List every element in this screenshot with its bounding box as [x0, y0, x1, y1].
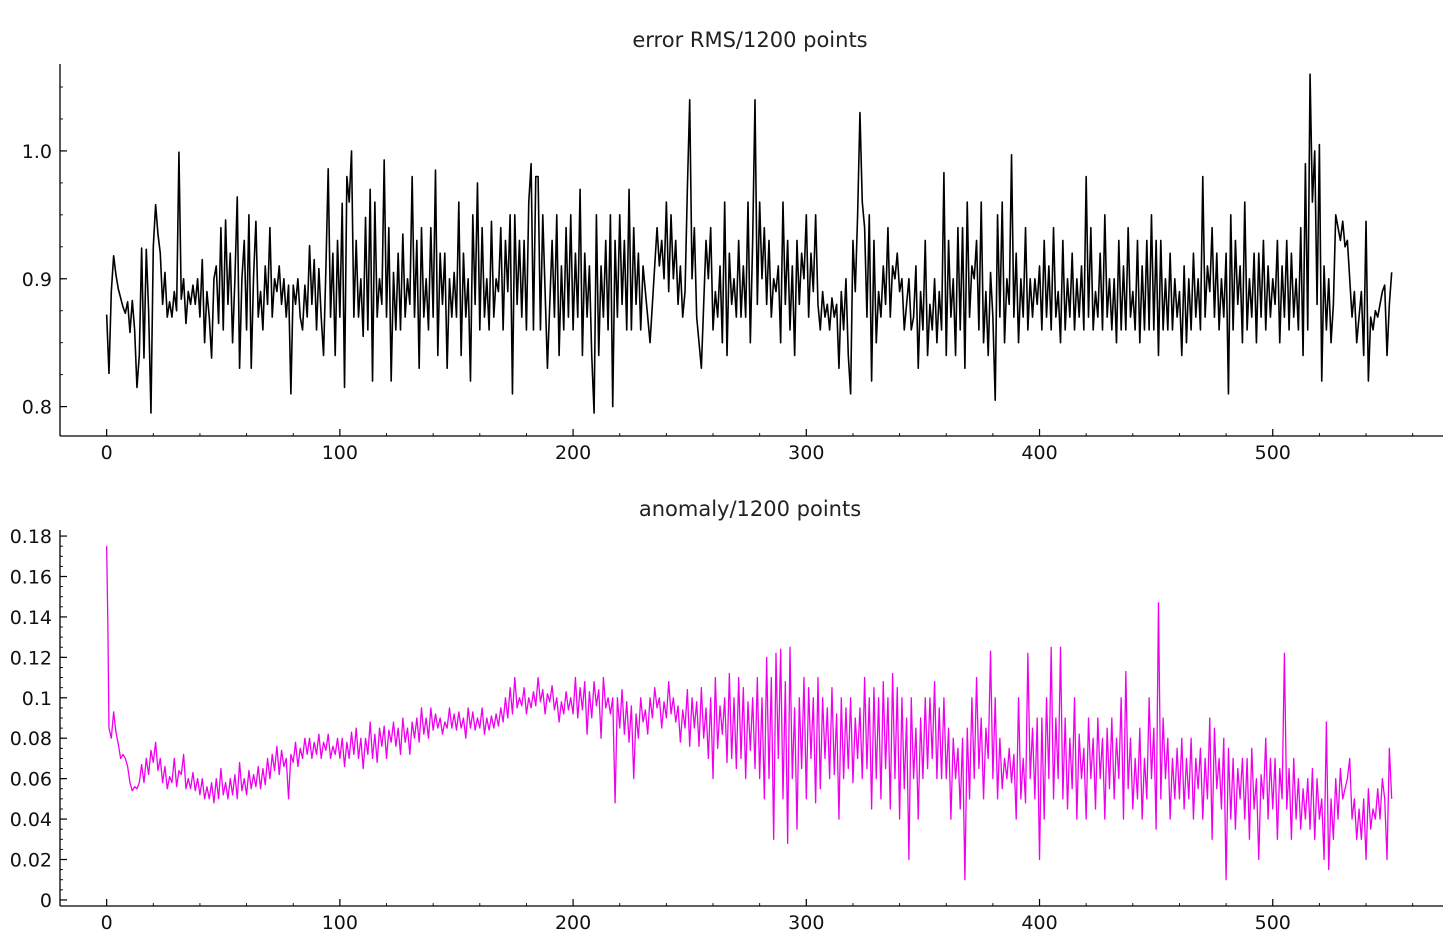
x-tick-label: 500: [1255, 912, 1291, 934]
y-tick-label: 0.08: [10, 728, 52, 750]
y-tick-label: 0.14: [10, 607, 52, 629]
y-tick-label: 0.1: [22, 688, 52, 710]
y-tick-label: 0.8: [22, 397, 52, 419]
x-tick-label: 200: [555, 912, 591, 934]
x-tick-label: 100: [322, 912, 358, 934]
x-tick-label: 400: [1021, 912, 1057, 934]
axes: 0.8 0.9 1.0 0 100 200 300 400 500: [22, 64, 1443, 464]
anomaly-chart: anomaly/1200 points 0 0.02 0.04 0.06 0.08 0.1…: [10, 497, 1443, 934]
x-tick-label: 300: [788, 912, 824, 934]
series-line: [105, 73, 1393, 414]
x-tick-label: 0: [101, 442, 113, 464]
y-tick-label: 0.02: [10, 850, 52, 872]
chart-title: error RMS/1200 points: [632, 28, 867, 52]
y-tick-label: 0.04: [10, 809, 52, 831]
x-tick-label: 400: [1021, 442, 1057, 464]
y-tick-label: 1.0: [22, 141, 52, 163]
axes: 0 0.02 0.04 0.06 0.08 0.1 0.12 0.14 0.16 0.18 0 100…: [10, 526, 1443, 934]
chart-title: anomaly/1200 points: [639, 497, 861, 521]
x-tick-label: 500: [1255, 442, 1291, 464]
x-tick-label: 100: [322, 442, 358, 464]
y-tick-label: 0.9: [22, 269, 52, 291]
plot-area: [105, 73, 1393, 414]
x-tick-label: 0: [101, 912, 113, 934]
y-tick-label: 0.16: [10, 566, 52, 588]
y-tick-label: 0.06: [10, 769, 52, 791]
x-tick-label: 200: [555, 442, 591, 464]
series-line: [105, 546, 1393, 881]
y-tick-label: 0.12: [10, 647, 52, 669]
y-tick-label: 0.18: [10, 526, 52, 548]
plot-area: [105, 546, 1393, 881]
y-tick-label: 0: [40, 890, 52, 912]
error-rms-chart: error RMS/1200 points 0.8 0.9 1.0 0 100 200 30…: [22, 28, 1443, 464]
x-tick-label: 300: [788, 442, 824, 464]
